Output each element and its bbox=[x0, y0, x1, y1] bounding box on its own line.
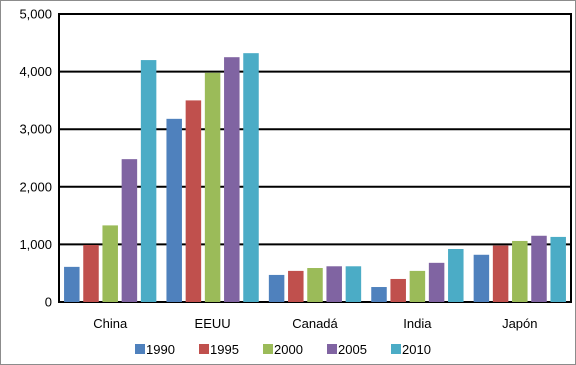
x-category-label: India bbox=[403, 316, 432, 331]
y-tick-label: 2,000 bbox=[19, 179, 52, 194]
bar-china-1990 bbox=[64, 266, 80, 302]
bar-japón-1990 bbox=[473, 254, 490, 302]
bar-china-2000 bbox=[102, 225, 118, 302]
bar-eeuu-1995 bbox=[185, 100, 202, 303]
legend-swatch-2010 bbox=[391, 344, 401, 354]
bar-canadá-2000 bbox=[307, 268, 323, 302]
legend-label: 2005 bbox=[338, 342, 367, 357]
bar-canadá-2010 bbox=[345, 266, 362, 302]
bar-china-1995 bbox=[83, 244, 99, 302]
legend-swatch-2000 bbox=[263, 344, 273, 354]
bar-japón-2005 bbox=[531, 235, 547, 302]
legend-swatch-2005 bbox=[327, 344, 337, 354]
bar-canadá-2005 bbox=[326, 266, 342, 302]
bar-eeuu-2005 bbox=[224, 57, 240, 303]
legend-label: 2010 bbox=[402, 342, 431, 357]
y-tick-label: 5,000 bbox=[19, 7, 52, 22]
x-category-label: EEUU bbox=[195, 316, 231, 331]
x-category-label: Canadá bbox=[292, 316, 338, 331]
x-category-label: Japón bbox=[502, 316, 537, 331]
bar-canadá-1995 bbox=[288, 270, 304, 302]
bar-japón-1995 bbox=[492, 245, 509, 302]
bar-india-1990 bbox=[371, 287, 387, 302]
bar-china-2010 bbox=[140, 60, 157, 302]
bar-india-2010 bbox=[448, 249, 464, 302]
legend-label: 2000 bbox=[274, 342, 303, 357]
bar-india-2000 bbox=[409, 270, 426, 302]
legend-swatch-1990 bbox=[135, 344, 145, 354]
bar-eeuu-2010 bbox=[243, 53, 259, 302]
bar-canadá-1990 bbox=[268, 274, 285, 302]
bar-eeuu-1990 bbox=[166, 118, 182, 302]
legend-swatch-1995 bbox=[199, 344, 209, 354]
legend-label: 1990 bbox=[146, 342, 175, 357]
bar-india-1995 bbox=[390, 278, 406, 302]
bar-india-2005 bbox=[428, 262, 445, 302]
y-tick-label: 4,000 bbox=[19, 64, 52, 79]
bar-japón-2000 bbox=[512, 240, 528, 302]
x-category-label: China bbox=[93, 316, 128, 331]
legend-label: 1995 bbox=[210, 342, 239, 357]
y-tick-label: 3,000 bbox=[19, 122, 52, 137]
bar-japón-2010 bbox=[550, 236, 566, 302]
bar-eeuu-2000 bbox=[204, 72, 221, 302]
bar-china-2005 bbox=[121, 159, 138, 302]
y-tick-label: 1,000 bbox=[19, 237, 52, 252]
y-tick-label: 0 bbox=[45, 295, 52, 310]
